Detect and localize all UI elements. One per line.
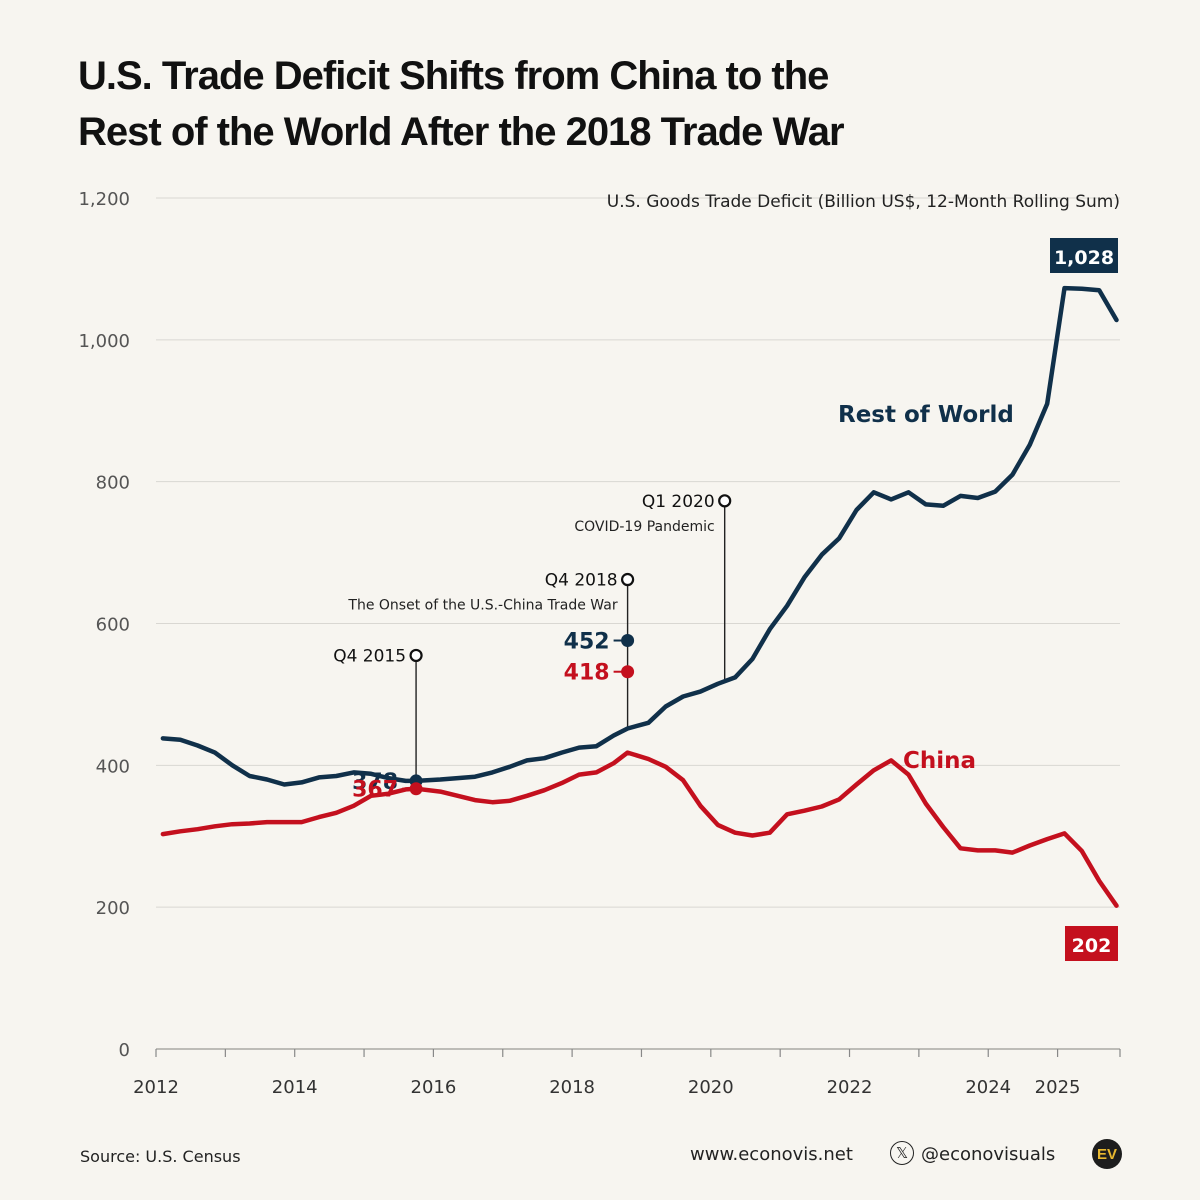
series-line-rest-of-world: [160, 285, 1119, 787]
chart-title-line-1: U.S. Trade Deficit Shifts from China to …: [78, 54, 829, 98]
callout-dot-china: [409, 782, 423, 796]
source-note: Source: U.S. Census: [80, 1147, 241, 1166]
y-tick-label: 1,000: [78, 331, 130, 352]
annotation-subtitle: The Onset of the U.S.-China Trade War: [347, 598, 617, 614]
x-tick-label: 2016: [411, 1077, 457, 1098]
x-logo-icon: 𝕏: [890, 1141, 914, 1165]
y-tick-label: 0: [119, 1040, 130, 1061]
x-tick-label: 2020: [688, 1077, 734, 1098]
end-value-china: 202: [1072, 935, 1112, 957]
y-tick-label: 400: [96, 756, 130, 777]
y-tick-label: 200: [96, 898, 130, 919]
x-tick-label: 2018: [549, 1077, 595, 1098]
callout-value-china: 367: [352, 778, 398, 803]
x-tick-label: 2012: [133, 1077, 179, 1098]
annotation-subtitle: COVID-19 Pandemic: [574, 519, 714, 535]
x-tick-label: 2014: [272, 1077, 318, 1098]
x-tick-label: 2025: [1035, 1077, 1081, 1098]
end-badge-rest-of-world: [1050, 238, 1118, 273]
end-value-rest-of-world: 1,028: [1054, 247, 1114, 269]
y-tick-label: 600: [96, 615, 130, 636]
website-link[interactable]: www.econovis.net: [690, 1144, 853, 1165]
annotation-title: Q4 2015: [333, 646, 406, 666]
social-handle[interactable]: @econovisuals: [921, 1144, 1056, 1165]
series-label-china: China: [903, 748, 976, 774]
y-tick-label: 1,200: [78, 189, 130, 210]
callout-value-china: 418: [564, 661, 610, 686]
chart-title-line-2: Rest of the World After the 2018 Trade W…: [78, 110, 845, 154]
annotation-title: Q4 2018: [545, 571, 618, 591]
x-tick-label: 2024: [965, 1077, 1011, 1098]
callout-dot-rest: [621, 634, 635, 648]
series-label-rest-of-world: Rest of World: [838, 402, 1014, 428]
annotation-marker-1: [620, 572, 635, 587]
annotation-title: Q1 2020: [642, 492, 715, 512]
end-badge-china: [1065, 926, 1118, 961]
y-tick-label: 800: [96, 473, 130, 494]
y-axis-title: U.S. Goods Trade Deficit (Billion US$, 1…: [607, 192, 1120, 212]
series-line-china: [160, 750, 1119, 908]
annotation-marker-0: [409, 648, 423, 663]
callout-dot-china: [621, 665, 635, 679]
callout-value-rest: 452: [564, 630, 610, 655]
x-tick-label: 2022: [827, 1077, 873, 1098]
chart-title: U.S. Trade Deficit Shifts from China to …: [78, 48, 1128, 160]
annotation-marker-2: [718, 494, 732, 508]
callout-value-rest: 378: [352, 770, 398, 795]
econovis-logo: EV: [1092, 1139, 1122, 1169]
